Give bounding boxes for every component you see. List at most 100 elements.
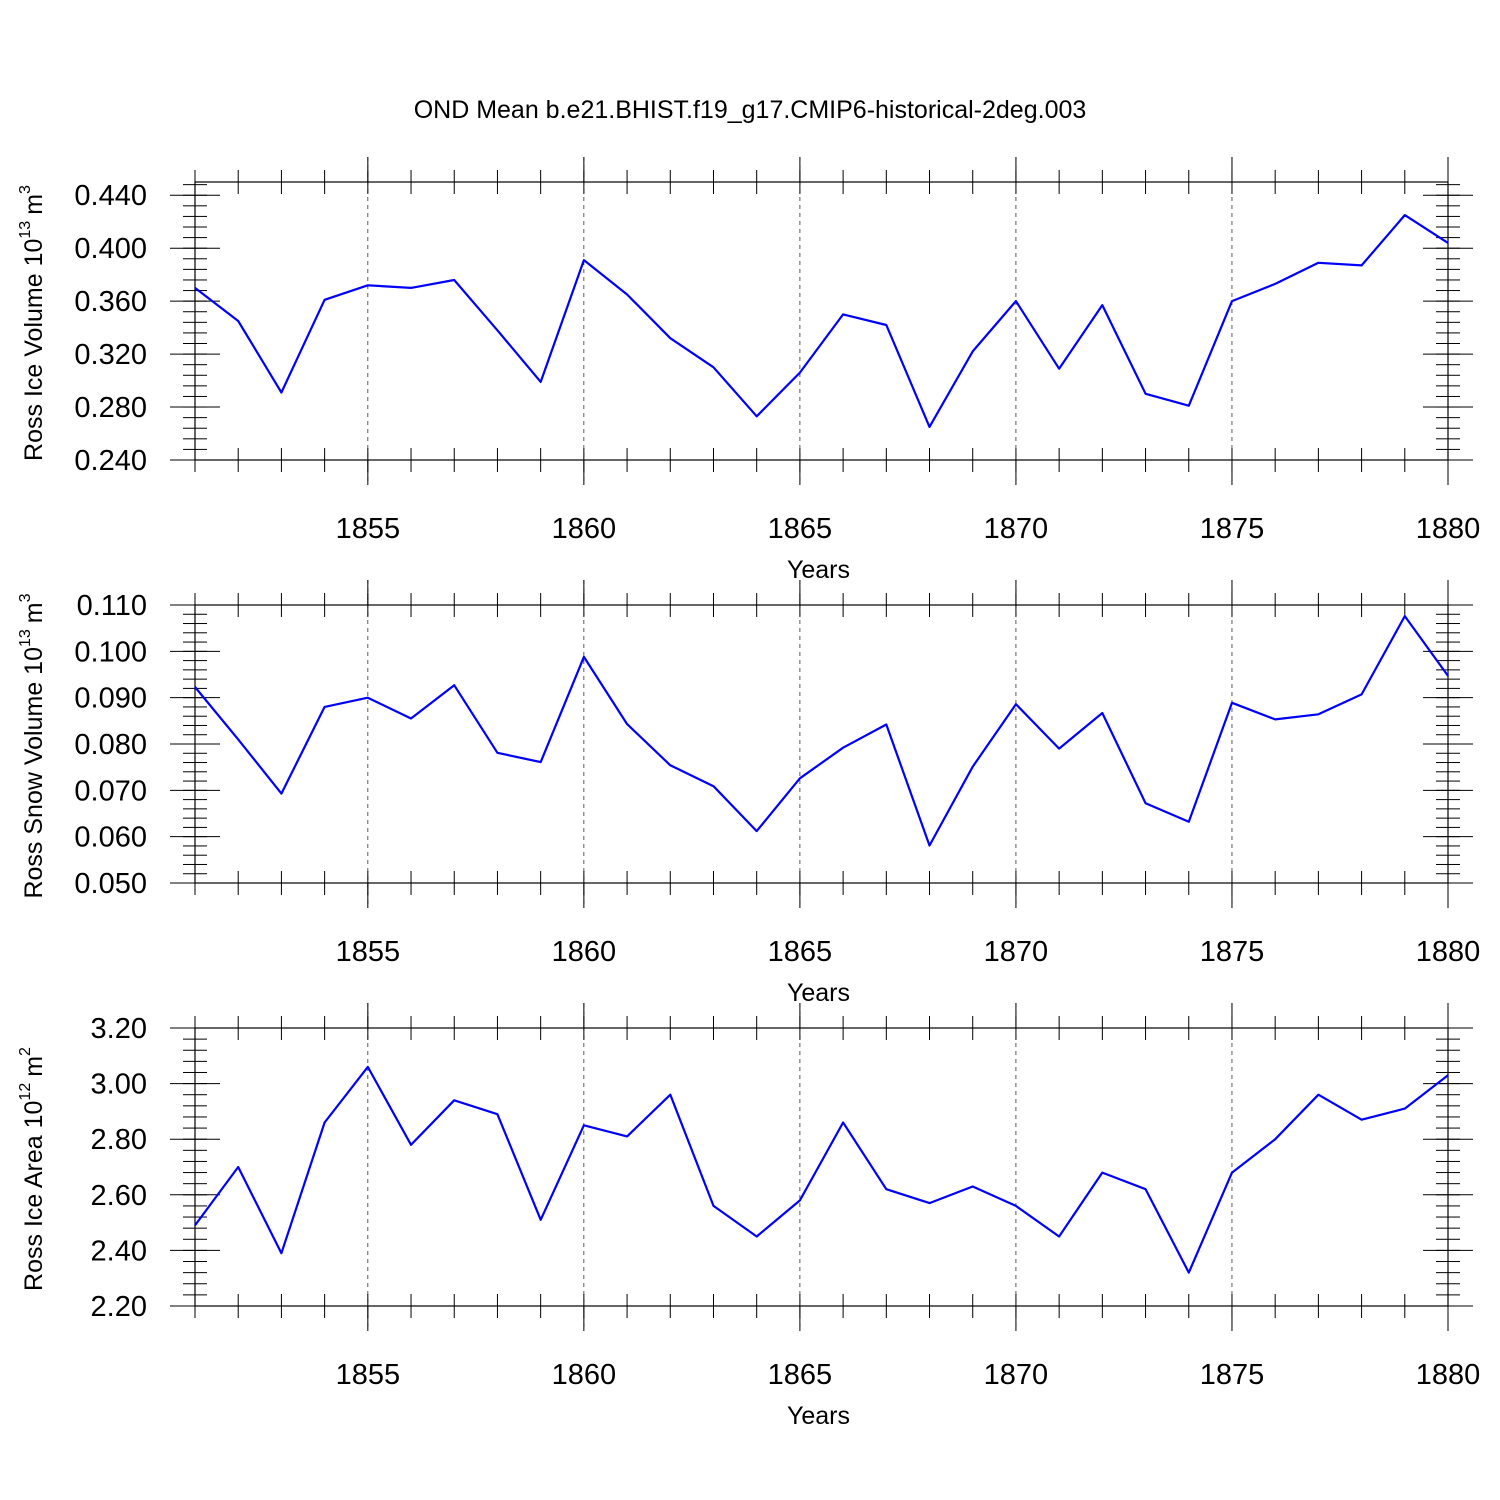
data-point xyxy=(279,1251,283,1255)
y-axis-title-text: Ross Ice Volume 10 xyxy=(20,239,48,461)
y-tick-label: 3.00 xyxy=(91,1069,147,1101)
y-tick-label: 0.090 xyxy=(74,683,147,715)
data-point xyxy=(236,319,240,323)
y-tick-label: 0.280 xyxy=(74,392,147,424)
x-tick-label: 1865 xyxy=(768,936,833,968)
y-axis-title-exponent: 13 xyxy=(17,221,34,239)
data-point xyxy=(798,776,802,780)
data-point xyxy=(582,258,586,262)
data-point xyxy=(409,1143,413,1147)
y-axis-title-unit-exponent: 3 xyxy=(17,185,34,194)
y-axis-title-exponent: 13 xyxy=(17,629,34,647)
data-point xyxy=(582,655,586,659)
data-point xyxy=(1273,717,1277,721)
data-point xyxy=(323,705,327,709)
data-point xyxy=(711,365,715,369)
y-tick-label: 0.050 xyxy=(74,868,147,900)
y-tick-label: 0.100 xyxy=(74,636,147,668)
series-line-ice-volume xyxy=(194,214,1449,428)
y-tick-label: 0.080 xyxy=(74,729,147,761)
x-tick-label: 1880 xyxy=(1416,513,1481,545)
data-point xyxy=(798,371,802,375)
x-tick-label: 1875 xyxy=(1200,513,1265,545)
data-point xyxy=(1403,1107,1407,1111)
data-point xyxy=(971,765,975,769)
data-point xyxy=(1230,701,1234,705)
x-tick-label: 1860 xyxy=(552,936,617,968)
data-point xyxy=(1014,1204,1018,1208)
data-point xyxy=(366,696,370,700)
y-tick-label: 0.240 xyxy=(74,445,147,477)
x-tick-label: 1870 xyxy=(984,1359,1049,1391)
data-point xyxy=(193,286,197,290)
plot-frame xyxy=(194,181,1449,461)
y-axis-title-unit: m xyxy=(20,194,48,215)
data-point xyxy=(366,283,370,287)
x-tick-label: 1875 xyxy=(1200,1359,1265,1391)
data-point xyxy=(495,751,499,755)
data-point xyxy=(452,683,456,687)
data-point xyxy=(971,1184,975,1188)
data-point xyxy=(841,746,845,750)
plot-frame xyxy=(194,1027,1449,1307)
x-axis-title: Years xyxy=(787,1402,850,1430)
data-point xyxy=(1187,820,1191,824)
plot-frame xyxy=(194,604,1449,884)
y-tick-label: 0.060 xyxy=(74,822,147,854)
data-point xyxy=(1100,303,1104,307)
y-axis-title-exponent: 12 xyxy=(17,1083,34,1101)
data-point xyxy=(668,336,672,340)
x-tick-label: 1860 xyxy=(552,1359,617,1391)
series-line-ice-area xyxy=(194,1065,1449,1274)
data-point xyxy=(1273,282,1277,286)
y-axis-title-unit: m xyxy=(20,1056,48,1077)
data-point xyxy=(236,737,240,741)
data-point xyxy=(1316,1093,1320,1097)
x-tick-label: 1870 xyxy=(984,936,1049,968)
data-point xyxy=(1014,702,1018,706)
data-point xyxy=(323,1121,327,1125)
data-point xyxy=(1446,674,1450,678)
y-axis-title: Ross Snow Volume 1013 m3 xyxy=(17,593,48,898)
data-point xyxy=(711,1204,715,1208)
data-point xyxy=(1403,614,1407,618)
data-point xyxy=(582,1123,586,1127)
data-point xyxy=(884,323,888,327)
data-point xyxy=(928,1201,932,1205)
data-point xyxy=(409,717,413,721)
data-point xyxy=(711,784,715,788)
data-point xyxy=(279,390,283,394)
x-axis-title: Years xyxy=(787,979,850,1007)
data-point xyxy=(928,843,932,847)
data-point xyxy=(495,1112,499,1116)
data-point xyxy=(625,1134,629,1138)
y-tick-label: 3.20 xyxy=(91,1013,147,1045)
data-point xyxy=(1316,712,1320,716)
panel-ice-area: 1855 1860 1865 1870 1875 1880 2.20 2.40 2.60 2.80… xyxy=(17,1003,1480,1430)
data-point xyxy=(841,1121,845,1125)
data-point xyxy=(1144,801,1148,805)
data-point xyxy=(798,1198,802,1202)
y-axis-title: Ross Ice Area 1012 m2 xyxy=(17,1047,48,1291)
data-point xyxy=(841,312,845,316)
x-tick-label: 1865 xyxy=(768,513,833,545)
data-point xyxy=(1360,263,1364,267)
data-point xyxy=(755,1235,759,1239)
data-point xyxy=(539,1218,543,1222)
data-point xyxy=(884,1187,888,1191)
x-tick-label: 1855 xyxy=(336,936,401,968)
data-point xyxy=(452,278,456,282)
x-tick-label: 1880 xyxy=(1416,1359,1481,1391)
x-tick-label: 1855 xyxy=(336,513,401,545)
data-point xyxy=(928,425,932,429)
y-tick-label: 0.360 xyxy=(74,286,147,318)
chart-title: OND Mean b.e21.BHIST.f19_g17.CMIP6-histo… xyxy=(414,96,1087,124)
data-point xyxy=(1057,1235,1061,1239)
y-axis-title-text: Ross Ice Area 10 xyxy=(20,1101,48,1291)
data-point xyxy=(884,723,888,727)
series-line-snow-volume xyxy=(194,614,1449,847)
y-tick-label: 2.20 xyxy=(91,1291,147,1323)
data-point xyxy=(625,722,629,726)
x-tick-label: 1875 xyxy=(1200,936,1265,968)
